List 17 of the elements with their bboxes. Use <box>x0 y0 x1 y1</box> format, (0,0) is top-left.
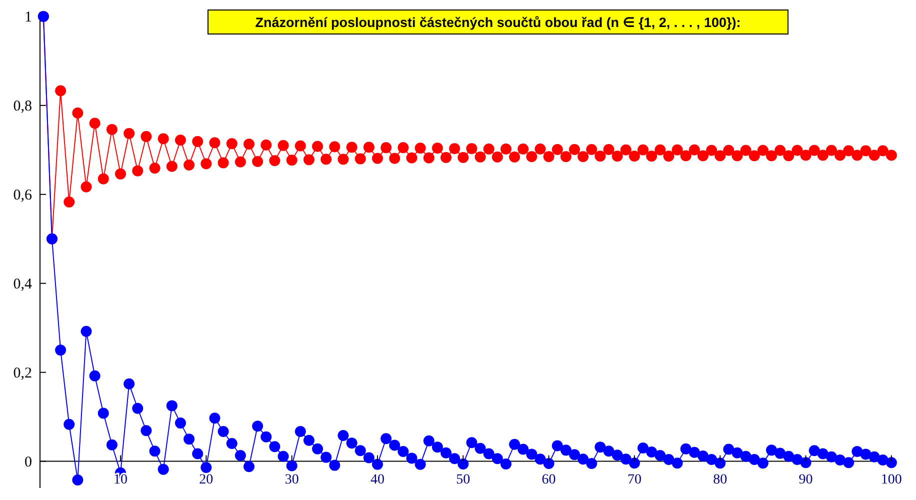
x-tick-label: 10 <box>114 472 128 488</box>
x-tick-label: 20 <box>199 472 214 488</box>
y-tick-label: 1 <box>24 10 32 26</box>
x-tick-label: 60 <box>542 472 556 488</box>
x-tick-label: 70 <box>627 472 642 488</box>
chart-title: Znázornění posloupnosti částečných součtů obou řad (n ∈ {1, 2, . . . , 100}): <box>255 15 741 30</box>
y-tick-label: 0,8 <box>13 98 32 115</box>
x-tick-label: 80 <box>713 472 728 488</box>
x-tick-label: 40 <box>370 472 384 488</box>
y-tick-label: 0,4 <box>13 276 32 293</box>
y-tick-label: 0,6 <box>13 188 32 204</box>
x-tick-label: 50 <box>456 472 470 488</box>
y-tick-label: 0 <box>24 454 32 471</box>
x-tick-label: 30 <box>284 472 299 488</box>
y-tick-label: 0,2 <box>13 366 32 382</box>
x-tick-label: 90 <box>798 472 813 488</box>
x-tick-label: 100 <box>880 472 902 488</box>
